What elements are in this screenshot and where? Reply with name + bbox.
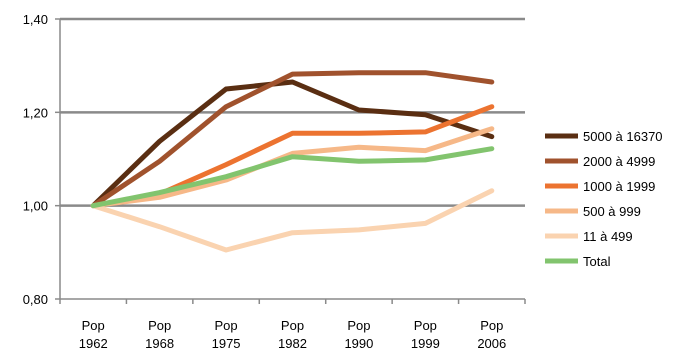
legend-label-4: 11 à 499 [583, 229, 633, 244]
legend-label-0: 5000 à 16370 [583, 129, 663, 144]
legend-label-1: 2000 à 4999 [583, 154, 655, 169]
gridlines [60, 17, 525, 207]
x-tick-label: Pop 2006 [477, 318, 506, 351]
x-tick-label: Pop 1975 [212, 318, 241, 351]
y-tick-labels: 0,80 1,00 1,20 1,40 [23, 12, 48, 307]
series-line-4 [90, 188, 495, 253]
x-tick-label: Pop 1982 [278, 318, 307, 351]
legend-label-5: Total [583, 254, 611, 269]
legend: 5000 à 16370 2000 à 4999 1000 à 1999 500 à … [545, 129, 663, 269]
axes [55, 18, 526, 304]
y-tick-label: 0,80 [23, 292, 48, 307]
legend-label-3: 500 à 999 [583, 204, 641, 219]
series-line-3 [90, 126, 495, 209]
y-tick-label: 1,00 [23, 199, 48, 214]
series-line-0 [90, 79, 495, 209]
x-tick-label: Pop 1990 [344, 318, 373, 351]
x-tick-label: Pop 1999 [411, 318, 440, 351]
x-tick-labels: Pop 1962 Pop 1968 Pop 1975 Pop 1982 Pop 1990 Pop 19… [79, 318, 506, 351]
y-tick-label: 1,40 [23, 12, 48, 27]
series-line-1 [90, 70, 495, 209]
x-tick-label: Pop 1968 [145, 318, 174, 351]
series-lines [90, 70, 495, 253]
legend-label-2: 1000 à 1999 [583, 179, 655, 194]
x-tick-label: Pop 1962 [79, 318, 108, 351]
y-tick-label: 1,20 [23, 105, 48, 120]
series-line-5 [90, 146, 495, 209]
